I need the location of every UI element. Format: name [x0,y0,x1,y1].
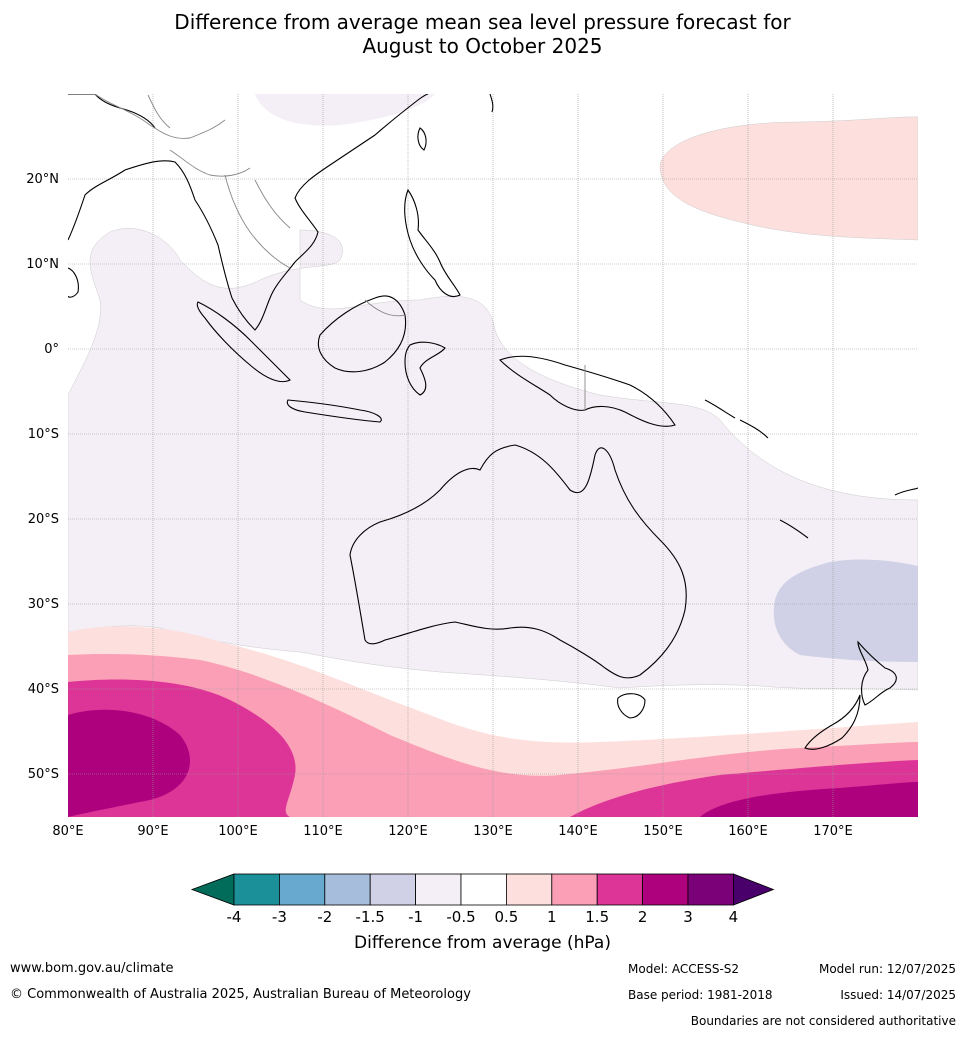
footer-model-run: Model run: 12/07/2025 [818,962,956,976]
lat-label-10s: 10°S [28,427,59,442]
anomaly-region-lavender [68,228,918,691]
graticule [68,94,918,817]
coastline-sri-lanka [68,267,79,298]
coastline-fiji [894,487,918,496]
title-line-1: Difference from average mean sea level p… [174,10,791,34]
footer-base-period: Base period: 1981-2018 [628,988,773,1002]
map-title: Difference from average mean sea level p… [0,10,965,58]
coastline-taiwan [417,127,427,151]
lat-label-50s: 50°S [28,767,59,782]
coastline-sulawesi [404,341,446,396]
lon-label-170e: 170°E [813,824,853,839]
lon-label-110e: 110°E [303,824,343,839]
colorbar-label: Difference from average (hPa) [354,933,611,953]
colorbar-extend-over [733,873,775,906]
coastline-new-zealand-north [857,640,897,706]
colorbar-segment [687,873,734,906]
lat-label-20s: 20°S [28,512,59,527]
colorbar-segment [596,873,644,906]
colorbar-tick-label: 3 [683,908,693,926]
colorbar-segment [551,873,598,906]
colorbar: -4 -3 -2 -1.5 -1 -0.5 0.5 1 1.5 2 3 4 [190,873,775,926]
title-line-2: August to October 2025 [362,34,603,58]
footer-issued: Issued: 14/07/2025 [840,988,956,1002]
lat-label-40s: 40°S [28,682,59,697]
colorbar-extend-under [190,873,235,906]
coastline-new-zealand-south [804,694,861,750]
colorbar-tick-label: 1.5 [585,908,609,926]
footer-model: Model: ACCESS-S2 [628,962,740,976]
lat-label-0: 0° [44,342,59,357]
coastline-java [286,399,382,423]
lon-label-130e: 130°E [473,824,513,839]
lon-label-100e: 100°E [218,824,258,839]
coastline-sumatra [196,301,291,383]
latitude-labels: 20°N 10°N 0° 10°S 20°S 30°S 40°S 50°S [26,172,59,782]
coastline-japan [489,94,494,113]
coastline-philippines [404,188,461,298]
colorbar-segment [415,873,462,906]
coastline-solomons [704,399,769,439]
colorbar-segment [324,873,371,906]
colorbar-segment [278,873,326,906]
colorbar-tick-label: -4 [227,908,242,926]
lon-label-150e: 150°E [643,824,683,839]
colorbar-tick-label: 0.5 [494,908,518,926]
colorbar-tick-label: 1 [547,908,557,926]
anomaly-region-pink-north-pacific [659,116,918,241]
country-borders [94,94,586,410]
lon-label-80e: 80°E [52,824,83,839]
colorbar-tick-label: -3 [272,908,287,926]
pressure-anomaly-fields [68,94,918,817]
lon-label-160e: 160°E [728,824,768,839]
colorbar-segment [369,873,417,906]
anomaly-region-greyblue [773,559,918,662]
lat-label-30s: 30°S [28,597,59,612]
anomaly-band-2-3 [68,709,190,817]
lon-label-120e: 120°E [388,824,428,839]
colorbar-tick-label: -2 [317,908,332,926]
colorbar-segment [642,873,689,906]
footer-copyright: © Commonwealth of Australia 2025, Austra… [10,987,471,1002]
coastline-borneo [317,295,407,373]
coastline-new-caledonia [779,519,809,539]
coastline-new-guinea [499,355,676,427]
colorbar-tick-label: -1.5 [356,908,385,926]
longitude-labels: 80°E 90°E 100°E 110°E 120°E 130°E 140°E … [52,824,852,839]
coastline-australia [349,444,687,679]
lat-label-10n: 10°N [26,257,59,272]
footer-website: www.bom.gov.au/climate [10,961,174,976]
footer-disclaimer: Boundaries are not considered authoritat… [690,1014,956,1028]
coastline-tasmania [617,693,646,719]
lon-label-140e: 140°E [558,824,598,839]
coastline-asia-mainland [68,94,429,331]
colorbar-tick-label: -0.5 [446,908,475,926]
lon-label-90e: 90°E [137,824,168,839]
colorbar-tick-label: 2 [638,908,648,926]
lat-label-20n: 20°N [26,172,59,187]
anomaly-band-2-3-east [700,782,918,817]
colorbar-tick-label: 4 [729,908,739,926]
colorbar-segment [233,873,280,906]
colorbar-tick-label: -1 [408,908,423,926]
anomaly-region-lavender-north [255,94,435,126]
colorbar-segment [460,873,507,906]
colorbar-segment [505,873,553,906]
